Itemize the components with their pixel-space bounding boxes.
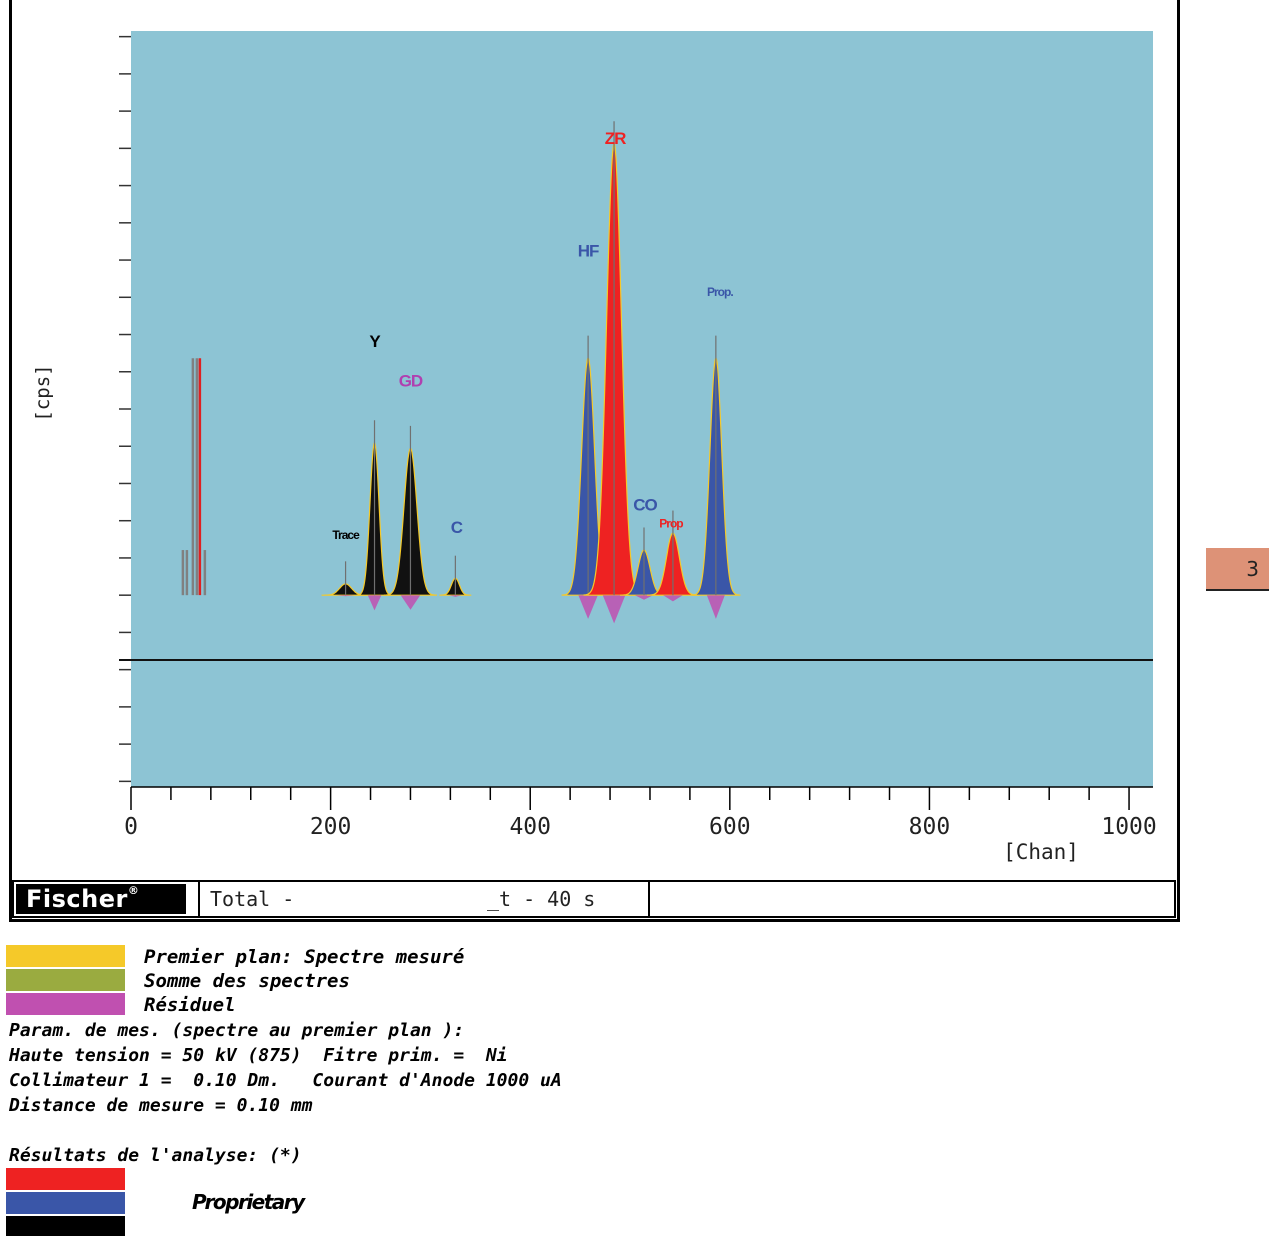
plot-background xyxy=(131,31,1153,787)
peak-label-3: C xyxy=(451,518,463,537)
x-tick-label: 1000 xyxy=(1101,814,1156,840)
x-tick-label: 0 xyxy=(124,814,138,840)
peaks-layer xyxy=(321,121,741,624)
results-heading: Résultats de l'analyse: (*) xyxy=(9,1145,302,1166)
residual-prop xyxy=(663,595,683,602)
peak-label-6: CO xyxy=(633,496,657,515)
peak-label-7: Prop xyxy=(659,516,683,530)
params-distance: Distance de mesure = 0.10 mm xyxy=(9,1095,313,1116)
residual-c xyxy=(449,595,462,597)
peak-label-8: Prop. xyxy=(707,285,733,299)
legend-swatch-sum xyxy=(6,969,125,991)
logo-text: Fischer xyxy=(26,885,128,913)
peak-label-4: HF xyxy=(578,242,599,261)
residual-trace xyxy=(336,595,355,597)
x-tick-label: 400 xyxy=(509,814,551,840)
legend-label-residual: Résiduel xyxy=(144,994,236,1016)
peak-label-0: Trace xyxy=(332,528,360,542)
y-axis-label: [cps] xyxy=(32,364,54,421)
x-axis-ticks: 0 200 400 600 800 1000 xyxy=(124,787,1157,840)
legend-label-measured: Premier plan: Spectre mesuré xyxy=(144,946,465,968)
results-label: Proprietary xyxy=(192,1190,305,1214)
result-swatch-red xyxy=(6,1168,125,1190)
residual-hf xyxy=(578,595,598,619)
residual-prop xyxy=(706,595,725,619)
frame-right-border xyxy=(1177,0,1180,922)
frame-left-border xyxy=(9,0,12,922)
fischer-logo: Fischer® xyxy=(16,884,186,914)
x-axis-label: [Chan] xyxy=(1003,840,1079,864)
legend-swatch-measured xyxy=(6,945,125,967)
escape-lines-layer xyxy=(181,358,207,596)
side-badge: 3 xyxy=(1206,548,1269,591)
y-axis-ticks xyxy=(119,35,131,783)
status-bar: Fischer® Total - _t - 40 s xyxy=(12,880,1176,918)
status-text: Total - _t - 40 s xyxy=(198,882,650,916)
legend-label-sum: Somme des spectres xyxy=(144,970,350,992)
x-tick-label: 600 xyxy=(709,814,751,840)
legend-swatch-residual xyxy=(6,993,125,1015)
params-voltage: Haute tension = 50 kV (875) Fitre prim. … xyxy=(9,1045,508,1066)
peak-label-5: ZR xyxy=(605,129,626,148)
residual-gd xyxy=(400,595,421,610)
residual-zr xyxy=(602,595,626,624)
result-swatch-blue xyxy=(6,1192,125,1214)
residual-y xyxy=(367,595,382,611)
params-heading: Param. de mes. (spectre au premier plan … xyxy=(9,1020,465,1041)
frame-bottom-border xyxy=(9,919,1180,922)
result-swatch-black xyxy=(6,1216,125,1236)
residual-co xyxy=(635,595,653,600)
registered-mark: ® xyxy=(127,884,140,897)
params-collimator: Collimateur 1 = 0.10 Dm. Courant d'Anode… xyxy=(9,1070,562,1091)
x-tick-label: 200 xyxy=(310,814,352,840)
x-tick-label: 800 xyxy=(909,814,951,840)
peak-label-2: GD xyxy=(399,371,423,390)
peak-label-1: Y xyxy=(369,332,381,351)
